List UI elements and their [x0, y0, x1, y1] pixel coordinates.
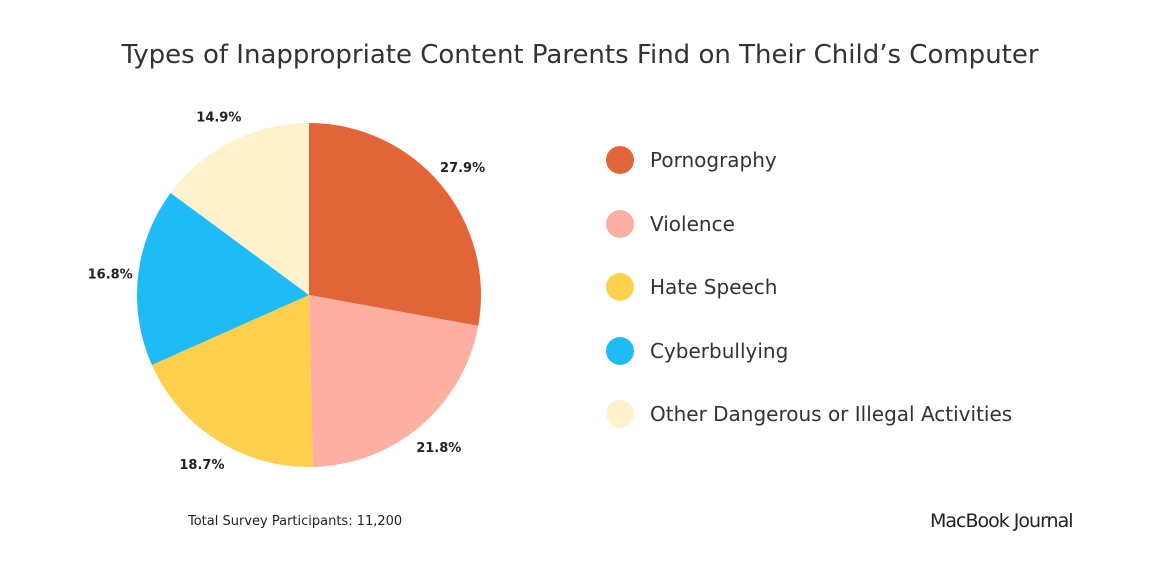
- legend-swatch: [606, 273, 634, 301]
- data-label: 14.9%: [196, 110, 241, 125]
- legend-label: Other Dangerous or Illegal Activities: [650, 402, 1013, 426]
- legend-label: Hate Speech: [650, 275, 778, 299]
- legend-item: Other Dangerous or Illegal Activities: [606, 400, 1012, 428]
- legend-swatch: [606, 400, 634, 428]
- data-label: 18.7%: [179, 458, 224, 473]
- pie-slice-pornography: [309, 123, 481, 326]
- legend-item: Pornography: [606, 146, 777, 174]
- pie-slice-hate-speech: [151, 295, 313, 467]
- legend-label: Pornography: [650, 148, 777, 172]
- legend-item: Hate Speech: [606, 273, 777, 301]
- brand-logo: MacBook Journal: [930, 510, 1074, 532]
- legend-swatch: [606, 336, 634, 365]
- data-label: 16.8%: [88, 267, 133, 282]
- legend-swatch: [606, 209, 634, 238]
- pie-slice-violence: [309, 295, 479, 467]
- legend-label: Violence: [650, 211, 735, 236]
- legend-label: Cyberbullying: [650, 338, 789, 363]
- pie-slice-other-dangerous-or-illegal-activities: [170, 123, 309, 295]
- data-label: 27.9%: [440, 161, 485, 176]
- legend-item: Cyberbullying: [606, 336, 789, 365]
- legend-item: Violence: [606, 209, 735, 238]
- chart-title: Types of Inappropriate Content Parents F…: [121, 40, 1039, 70]
- data-label: 21.8%: [416, 441, 461, 456]
- pie-slice-cyberbullying: [137, 192, 309, 365]
- participants-note: Total Survey Participants: 11,200: [188, 514, 403, 529]
- legend-swatch: [606, 146, 634, 174]
